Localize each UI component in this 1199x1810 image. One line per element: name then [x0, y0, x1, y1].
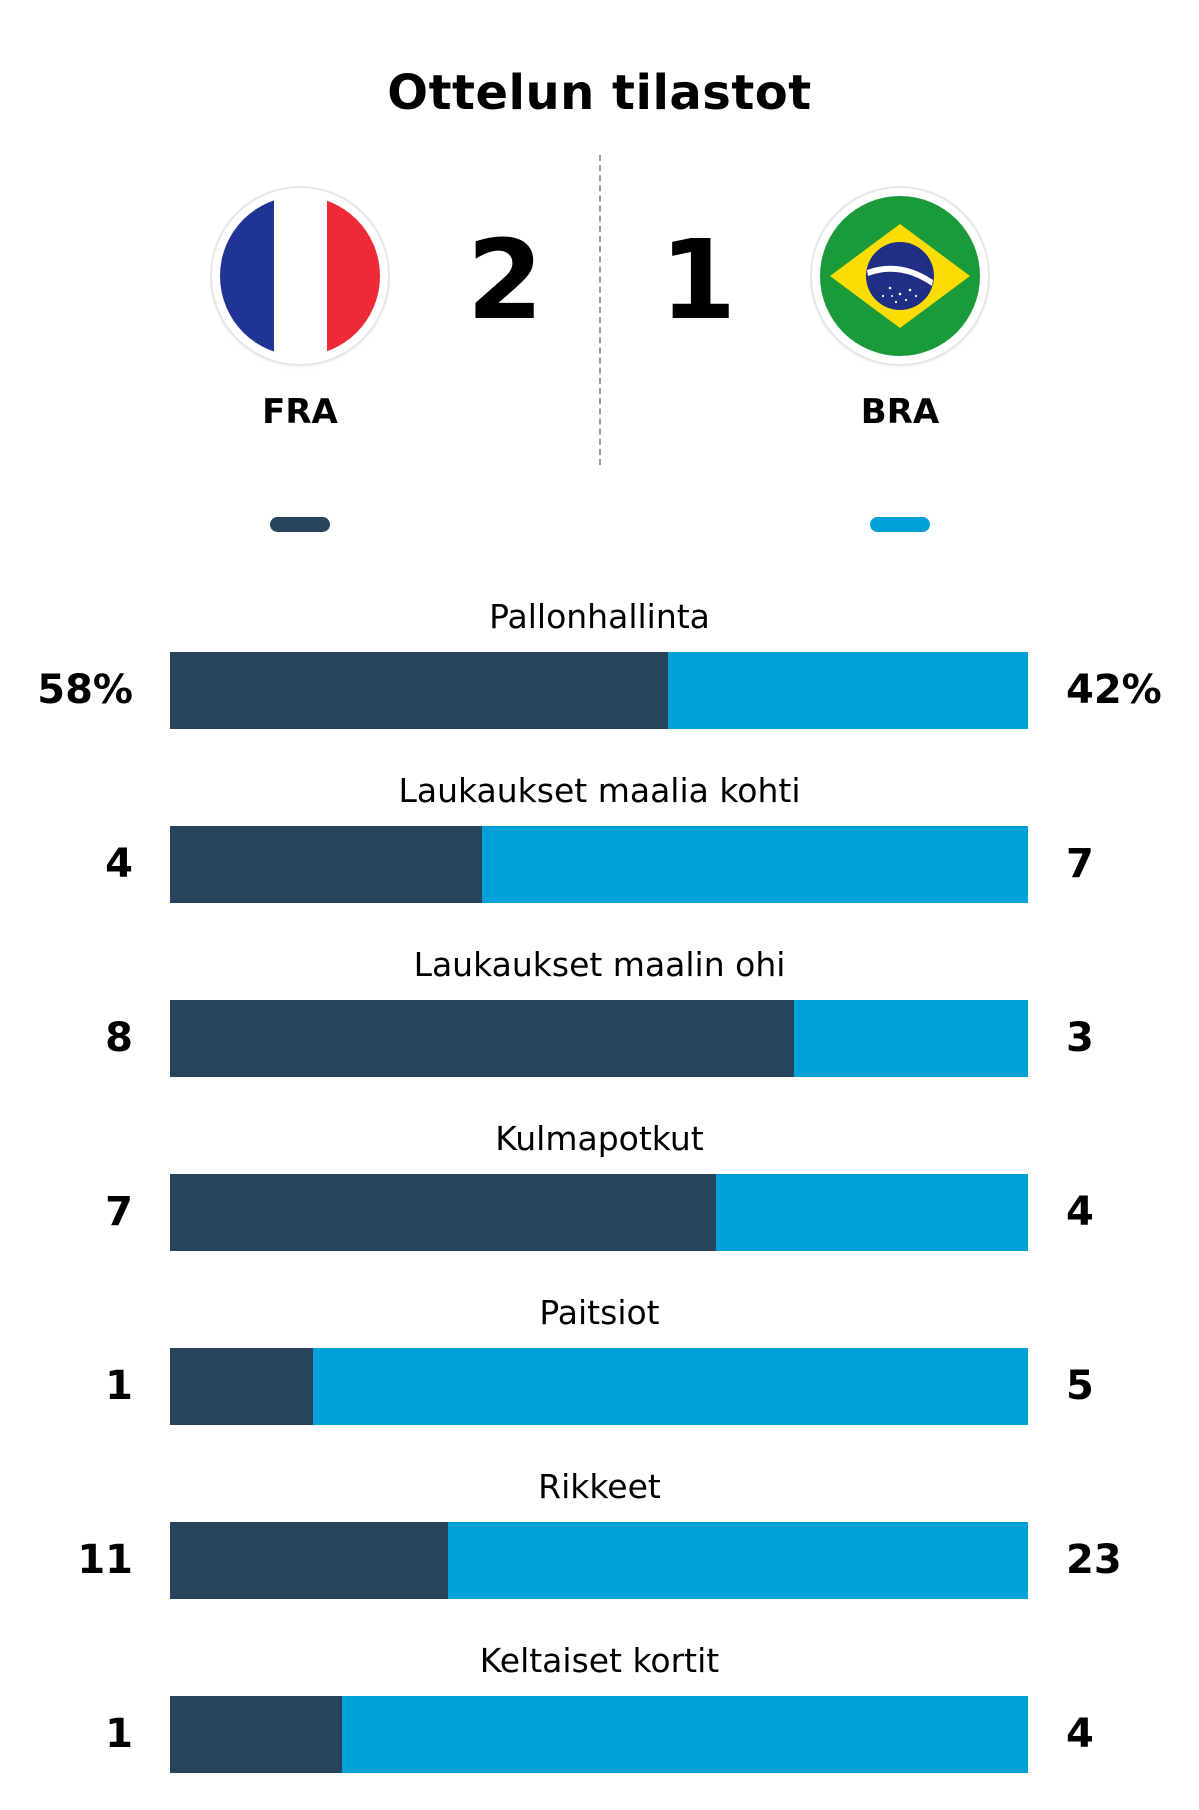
home-bar-segment — [170, 1696, 342, 1773]
home-stat-value: 7 — [105, 1189, 133, 1235]
page-title: Ottelun tilastot — [387, 65, 812, 121]
stat-row: Rikkeet 11 23 — [0, 1462, 1199, 1636]
stat-label: Keltaiset kortit — [479, 1641, 720, 1680]
home-bar-segment — [170, 1522, 448, 1599]
stat-row: Laukaukset maalin ohi 8 3 — [0, 940, 1199, 1114]
stat-label: Laukaukset maalia kohti — [398, 771, 801, 810]
home-bar-segment — [170, 1000, 794, 1077]
away-score: 1 — [659, 216, 737, 344]
home-stat-value: 58% — [37, 667, 133, 713]
home-bar-segment — [170, 652, 668, 729]
stat-bar — [170, 1696, 1028, 1773]
stat-bar — [170, 1348, 1028, 1425]
stat-bar — [170, 1174, 1028, 1251]
away-stat-value: 23 — [1066, 1537, 1122, 1583]
away-stat-value: 4 — [1066, 1189, 1094, 1235]
away-stat-value: 7 — [1066, 841, 1094, 887]
away-team-code: BRA — [860, 392, 940, 432]
stat-label: Laukaukset maalin ohi — [413, 945, 786, 984]
home-bar-segment — [170, 1348, 313, 1425]
home-bar-segment — [170, 1174, 716, 1251]
brazil-flag-icon — [820, 196, 980, 356]
stat-label: Rikkeet — [538, 1467, 661, 1506]
home-stat-value: 8 — [105, 1015, 133, 1061]
stat-bar — [170, 1000, 1028, 1077]
away-stat-value: 42% — [1066, 667, 1162, 713]
away-bar-segment — [341, 1696, 1028, 1773]
stat-row: Kulmapotkut 7 4 — [0, 1114, 1199, 1288]
stat-bar — [170, 1522, 1028, 1599]
away-stat-value: 4 — [1066, 1711, 1094, 1757]
home-stat-value: 1 — [105, 1711, 133, 1757]
stat-row: Keltaiset kortit 1 4 — [0, 1636, 1199, 1810]
away-bar-segment — [312, 1348, 1028, 1425]
away-bar-segment — [794, 1000, 1028, 1077]
away-stat-value: 3 — [1066, 1015, 1094, 1061]
away-bar-segment — [716, 1174, 1028, 1251]
france-flag-icon — [220, 196, 380, 356]
stat-label: Pallonhallinta — [489, 597, 710, 636]
away-bar-segment — [667, 652, 1028, 729]
home-team-flag — [212, 188, 388, 364]
away-bar-segment — [447, 1522, 1028, 1599]
stat-row: Pallonhallinta 58% 42% — [0, 592, 1199, 766]
stat-label: Paitsiot — [539, 1293, 660, 1332]
stat-bar — [170, 652, 1028, 729]
home-bar-segment — [170, 826, 482, 903]
stat-label: Kulmapotkut — [495, 1119, 704, 1158]
home-stat-value: 11 — [77, 1537, 133, 1583]
home-score: 2 — [466, 216, 544, 344]
home-team-code: FRA — [262, 392, 338, 432]
away-bar-segment — [482, 826, 1028, 903]
home-legend-marker — [270, 517, 330, 532]
stat-bar — [170, 826, 1028, 903]
stat-row: Paitsiot 1 5 — [0, 1288, 1199, 1462]
away-team-flag — [812, 188, 988, 364]
score-divider — [599, 155, 601, 465]
away-legend-marker — [870, 517, 930, 532]
stat-row: Laukaukset maalia kohti 4 7 — [0, 766, 1199, 940]
home-stat-value: 1 — [105, 1363, 133, 1409]
away-stat-value: 5 — [1066, 1363, 1094, 1409]
home-stat-value: 4 — [105, 841, 133, 887]
